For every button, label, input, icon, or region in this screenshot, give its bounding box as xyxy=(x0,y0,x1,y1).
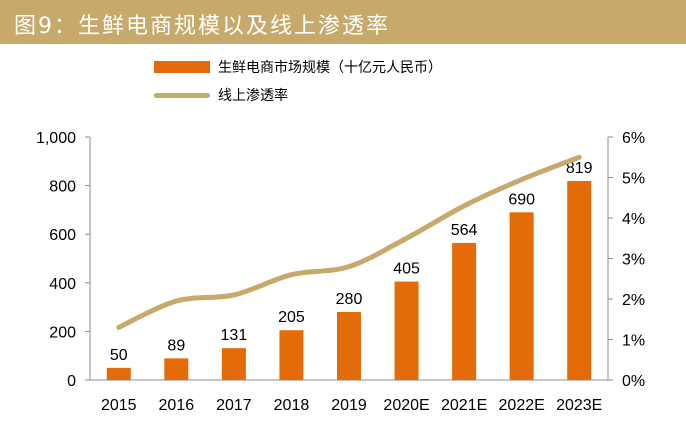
bar-data-label: 280 xyxy=(336,291,363,308)
bar-data-label: 819 xyxy=(566,160,593,177)
left-axis-tick-label: 800 xyxy=(49,179,76,196)
x-axis-tick-label: 2023E xyxy=(556,397,602,414)
legend-label-penetration: 线上渗透率 xyxy=(218,88,288,104)
x-axis-tick-label: 2018 xyxy=(274,397,310,414)
bar-market-size xyxy=(567,180,592,380)
right-axis-tick-label: 1% xyxy=(622,333,645,350)
legend-item-penetration: 线上渗透率 xyxy=(154,85,288,105)
left-axis-tick-label: 200 xyxy=(49,324,76,341)
legend-line-swatch xyxy=(154,92,210,98)
bar-market-size xyxy=(394,281,419,380)
penetration-rate-line xyxy=(116,154,582,330)
x-axis-tick-label: 2016 xyxy=(159,397,195,414)
bar-market-size xyxy=(279,330,304,380)
bar-market-size xyxy=(221,348,246,380)
legend-item-market-size: 生鲜电商市场规模（十亿元人民币） xyxy=(154,57,442,77)
left-axis-tick-label: 1,000 xyxy=(36,130,76,147)
bar-market-size xyxy=(106,367,131,380)
bar-data-label: 564 xyxy=(451,222,478,239)
bar-data-label: 131 xyxy=(221,327,248,344)
x-axis-tick-label: 2019 xyxy=(331,397,367,414)
legend-label-market-size: 生鲜电商市场规模（十亿元人民币） xyxy=(218,60,442,76)
bar-market-size xyxy=(164,358,189,380)
right-axis-tick-label: 0% xyxy=(622,373,645,390)
left-axis-tick-label: 400 xyxy=(49,276,76,293)
x-axis-tick-label: 2020E xyxy=(383,397,429,414)
x-axis-tick-label: 2017 xyxy=(216,397,252,414)
bar-data-label: 405 xyxy=(393,261,420,278)
bar-market-size xyxy=(509,212,534,380)
figure-title-bar: 图9：生鲜电商规模以及线上渗透率 xyxy=(0,0,686,44)
figure-title: 图9：生鲜电商规模以及线上渗透率 xyxy=(14,14,390,39)
bar-data-label: 50 xyxy=(110,347,128,364)
left-axis-tick-label: 0 xyxy=(67,373,76,390)
right-axis-tick-label: 5% xyxy=(622,171,645,188)
x-axis-tick-label: 2021E xyxy=(441,397,487,414)
right-axis-tick-label: 2% xyxy=(622,292,645,309)
right-axis-tick-label: 3% xyxy=(622,252,645,269)
legend-bar-swatch xyxy=(154,61,210,73)
right-axis-tick-label: 6% xyxy=(622,130,645,147)
left-axis-tick-label: 600 xyxy=(49,227,76,244)
bar-data-label: 690 xyxy=(508,191,535,208)
bar-data-label: 89 xyxy=(167,337,185,354)
bar-data-label: 205 xyxy=(278,309,305,326)
right-axis-tick-label: 4% xyxy=(622,211,645,228)
x-axis-tick-label: 2022E xyxy=(499,397,545,414)
bar-market-size xyxy=(337,311,361,380)
x-axis-tick-label: 2015 xyxy=(101,397,137,414)
bar-market-size xyxy=(452,242,477,380)
